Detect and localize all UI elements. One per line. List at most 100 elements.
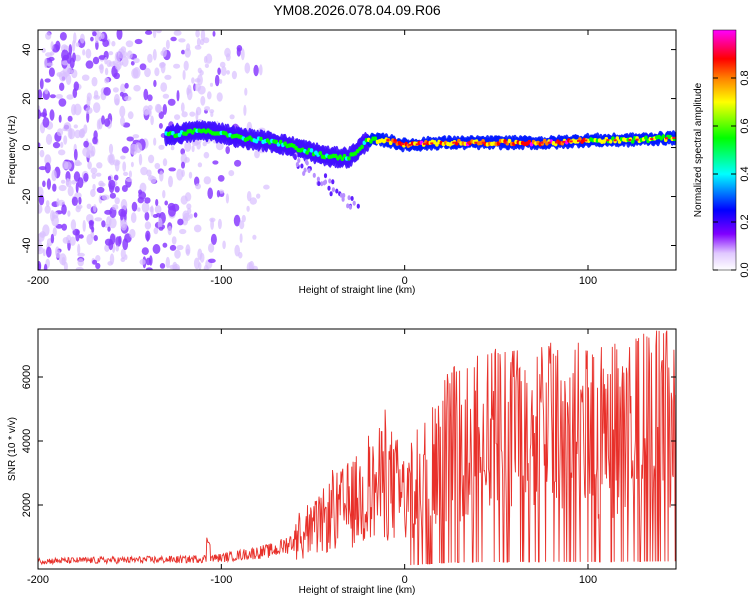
signal-peak: [481, 141, 485, 144]
noise-speck: [55, 94, 63, 99]
noise-speck: [204, 106, 211, 111]
noise-speck: [109, 192, 116, 199]
noise-speck: [152, 30, 157, 39]
noise-speck: [119, 91, 124, 97]
noise-speck: [154, 205, 162, 214]
signal-peak: [562, 140, 566, 143]
noise-speck: [191, 145, 195, 153]
noise-speck: [118, 208, 126, 217]
noise-speck: [71, 69, 78, 79]
noise-speck: [38, 261, 42, 270]
noise-speck: [137, 207, 141, 212]
noise-speck: [101, 115, 105, 125]
noise-speck: [219, 61, 226, 68]
signal-core: [177, 132, 182, 138]
y-tick-label: 2000: [21, 493, 33, 517]
y-tick-label: 6000: [21, 365, 33, 389]
noise-speck: [167, 98, 176, 106]
noise-speck: [131, 68, 139, 79]
noise-speck: [46, 246, 52, 258]
noise-speck: [186, 203, 192, 210]
noise-speck: [81, 128, 85, 136]
noise-speck: [193, 212, 198, 218]
noise-speck: [246, 205, 250, 212]
noise-speck: [56, 128, 64, 137]
tail-speck: [347, 195, 351, 201]
spectrogram-x-label: Height of straight line (km): [299, 285, 416, 296]
noise-speck: [74, 129, 81, 139]
noise-speck: [155, 199, 159, 206]
noise-speck: [97, 31, 103, 41]
noise-speck: [91, 226, 95, 233]
noise-speck: [92, 56, 100, 65]
signal-peak: [547, 141, 551, 144]
noise-speck: [244, 87, 248, 96]
noise-speck: [108, 143, 114, 155]
noise-speck: [162, 158, 168, 167]
noise-speck: [194, 78, 201, 83]
spectrogram-y-label: Frequency (Hz): [7, 116, 18, 185]
noise-speck: [125, 40, 134, 48]
noise-speck: [67, 186, 74, 197]
noise-speck: [165, 39, 170, 50]
noise-speck: [131, 201, 138, 212]
noise-speck: [73, 81, 80, 91]
noise-speck: [121, 185, 128, 192]
noise-speck: [61, 179, 66, 184]
noise-speck: [226, 70, 231, 75]
noise-speck: [174, 114, 181, 120]
tail-speck: [342, 193, 346, 198]
noise-speck: [134, 38, 143, 45]
noise-speck: [189, 111, 196, 117]
noise-speck: [108, 239, 114, 251]
noise-speck: [73, 124, 79, 129]
noise-speck: [182, 69, 186, 81]
noise-speck: [195, 110, 199, 121]
noise-speck: [162, 190, 166, 199]
noise-speck: [156, 104, 162, 114]
noise-speck: [225, 193, 229, 204]
noise-speck: [107, 261, 113, 266]
noise-speck: [39, 149, 45, 158]
noise-speck: [164, 200, 168, 206]
noise-speck: [67, 210, 71, 217]
noise-speck: [38, 166, 47, 171]
noise-speck: [79, 33, 85, 44]
noise-speck: [145, 267, 153, 270]
noise-speck: [121, 146, 129, 154]
noise-speck: [112, 159, 121, 166]
noise-speck: [145, 230, 151, 241]
noise-speck: [94, 217, 103, 222]
noise-speck: [147, 53, 153, 64]
noise-speck: [91, 172, 97, 180]
noise-speck: [197, 248, 203, 261]
noise-speck: [51, 169, 57, 182]
signal-core: [644, 135, 648, 140]
noise-speck: [150, 115, 154, 126]
noise-speck: [83, 172, 89, 182]
tail-speck: [329, 191, 333, 197]
noise-speck: [42, 248, 46, 257]
noise-speck: [65, 73, 72, 85]
noise-speck: [117, 48, 125, 59]
x-tick-label: 100: [579, 574, 597, 586]
noise-speck: [44, 154, 52, 166]
noise-speck: [66, 234, 72, 244]
noise-speck: [167, 225, 172, 236]
noise-speck: [180, 102, 185, 113]
noise-speck: [78, 234, 84, 239]
noise-speck: [176, 90, 180, 102]
noise-speck: [175, 266, 180, 270]
noise-speck: [104, 67, 109, 76]
colorbar-scale: [712, 29, 737, 271]
noise-speck: [116, 30, 123, 40]
noise-speck: [203, 37, 210, 44]
noise-speck: [256, 193, 261, 199]
snr-series-line: [38, 330, 676, 566]
chart-title: YM08.2026.078.04.09.R06: [273, 2, 441, 18]
noise-speck: [69, 127, 73, 139]
noise-speck: [81, 74, 90, 81]
noise-speck: [144, 197, 151, 204]
noise-speck: [87, 161, 92, 170]
spectrogram-frame: [37, 29, 677, 271]
